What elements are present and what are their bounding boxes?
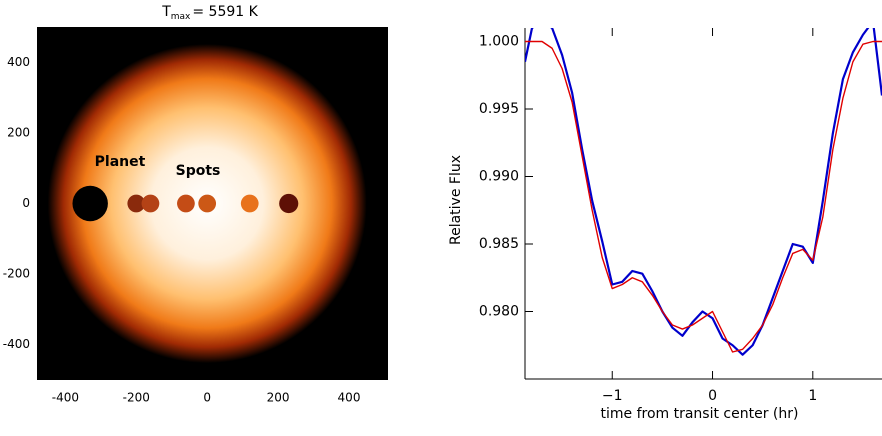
image-content <box>47 43 367 364</box>
x-tick-label: 400 <box>338 391 361 405</box>
y-tick-label: -400 <box>3 337 30 351</box>
x-tick-label: 0 <box>203 391 211 405</box>
x-tick-label: 0 <box>708 388 717 404</box>
y-tick-label: 200 <box>7 125 30 139</box>
annotation: Spots <box>176 163 221 179</box>
y-axis-label: Relative Flux <box>448 155 464 245</box>
spot <box>127 194 146 213</box>
series-line <box>525 28 882 356</box>
y-tick-label: 0.985 <box>479 236 519 252</box>
title-main: T <box>161 4 171 20</box>
y-tick-label: -200 <box>3 267 30 281</box>
left-title: Tmax = 5591 K <box>161 4 258 22</box>
y-tick-label: 0.980 <box>479 304 519 320</box>
y-tick-label: 0.990 <box>479 169 519 185</box>
annotation: Planet <box>95 154 146 170</box>
x-axis-label: time from transit center (hr) <box>601 406 799 422</box>
y-tick-label: 1.000 <box>479 34 519 50</box>
spot <box>279 193 299 214</box>
x-tick-label: -200 <box>123 391 150 405</box>
x-tick-label: −1 <box>602 388 623 404</box>
x-tick-label: 1 <box>808 388 817 404</box>
x-tick-label: 200 <box>267 391 290 405</box>
spot <box>198 194 217 213</box>
spot <box>177 194 195 213</box>
series-line <box>525 40 882 353</box>
x-tick-label: -400 <box>52 391 79 405</box>
y-tick-label: 0 <box>22 196 30 210</box>
y-tick-label: 0.995 <box>479 101 519 117</box>
planet <box>72 185 108 222</box>
spot <box>240 194 259 213</box>
plot-lines <box>525 28 882 356</box>
y-tick-label: 400 <box>7 55 30 69</box>
title-rest: = 5591 K <box>192 4 258 20</box>
title-sub: max <box>171 12 191 22</box>
spot <box>141 194 160 213</box>
